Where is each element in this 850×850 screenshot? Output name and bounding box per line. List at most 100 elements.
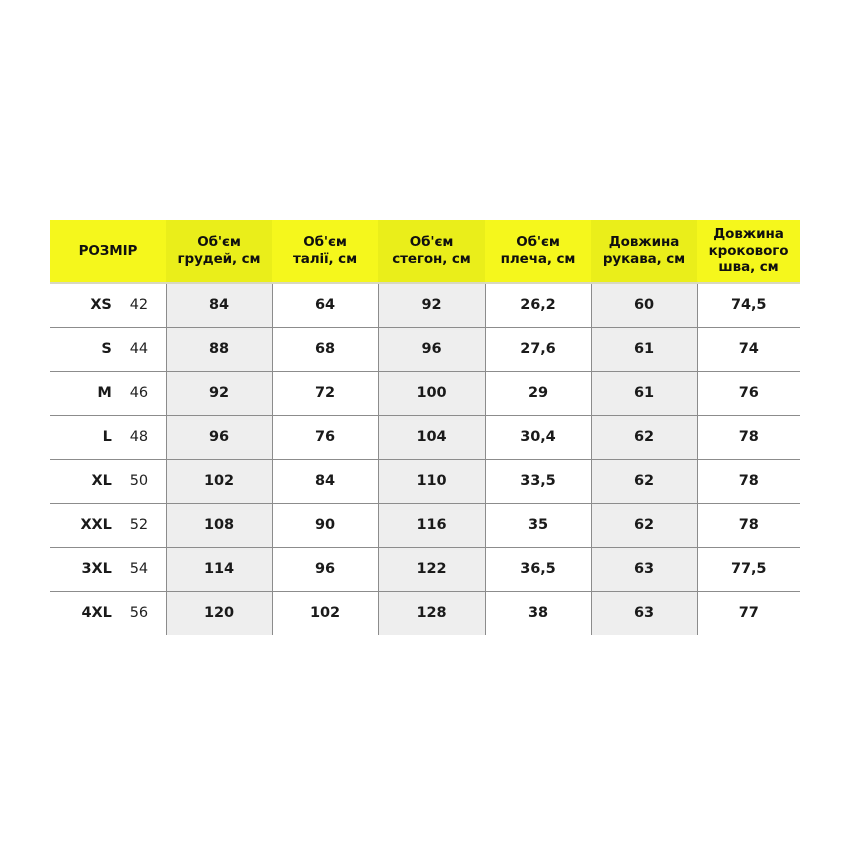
header-waist-column-line-1: Об'єм	[303, 234, 347, 251]
cell-waist: 76	[272, 414, 379, 459]
cell-chest: 84	[166, 283, 273, 327]
header-waist-column: Об'єм талії, см	[272, 220, 378, 283]
cell-hips: 122	[378, 546, 486, 591]
header-inseam-column: Довжина крокового шва, см	[697, 220, 800, 283]
cell-shoulder: 35	[485, 502, 592, 547]
header-shoulder-column-line-1: Об'єм	[516, 234, 560, 251]
header-sleeve-column-line-2: рукава, см	[602, 251, 686, 267]
cell-shoulder: 27,6	[485, 326, 592, 371]
header-sleeve-column-line-1: Довжина	[608, 234, 680, 251]
header-sleeve-column: Довжина рукава, см	[591, 220, 697, 283]
cell-chest: 114	[166, 546, 273, 591]
cell-shoulder: 38	[485, 590, 592, 635]
size-cell-inner: M 46	[50, 372, 166, 415]
cell-size: XS 42	[50, 283, 167, 327]
cell-inseam: 77,5	[697, 546, 800, 591]
cell-sleeve: 61	[591, 370, 698, 415]
cell-chest: 102	[166, 458, 273, 503]
table-row: M 46 92 72 100 29 61 76	[50, 370, 800, 415]
table-row: 4XL 56 120 102 128 38 63 77	[50, 590, 800, 636]
cell-hips: 110	[378, 458, 486, 503]
cell-hips: 128	[378, 590, 486, 635]
cell-shoulder: 30,4	[485, 414, 592, 459]
table-row: XL 50 102 84 110 33,5 62 78	[50, 458, 800, 503]
size-cell-inner: 4XL 56	[50, 592, 166, 636]
cell-chest: 108	[166, 502, 273, 547]
cell-shoulder: 33,5	[485, 458, 592, 503]
size-cell-inner: L 48	[50, 416, 166, 459]
cell-size: 3XL 54	[50, 546, 167, 591]
header-hips-column-line-1: Об'єм	[409, 234, 454, 251]
size-letter: M	[97, 385, 112, 401]
cell-size: 4XL 56	[50, 590, 167, 636]
size-cell-inner: XS 42	[50, 284, 166, 327]
header-inseam-column-line-1: Довжина	[713, 225, 784, 242]
cell-chest: 88	[166, 326, 273, 371]
size-cell-inner: XXL 52	[50, 504, 166, 547]
cell-inseam: 74	[697, 326, 800, 371]
header-chest-column-line-2: грудей, см	[177, 251, 261, 267]
size-cell-inner: 3XL 54	[50, 548, 166, 591]
size-letter: 4XL	[81, 605, 112, 622]
table-row: S 44 88 68 96 27,6 61 74	[50, 326, 800, 371]
header-shoulder-column-line-2: плеча, см	[500, 251, 576, 267]
size-number: 48	[129, 429, 149, 445]
size-number: 56	[129, 605, 149, 622]
cell-inseam: 78	[697, 414, 800, 459]
cell-size: S 44	[50, 326, 167, 371]
table-header-row: РОЗМІР Об'єм грудей, см Об'єм талії, см Об'єм…	[50, 220, 800, 283]
size-number: 52	[129, 517, 149, 533]
cell-inseam: 74,5	[697, 283, 800, 327]
cell-shoulder: 36,5	[485, 546, 592, 591]
cell-waist: 102	[272, 590, 379, 635]
header-size-column-line-1: РОЗМІР	[78, 242, 138, 259]
size-letter: S	[101, 341, 112, 357]
header-waist-column-line-2: талії, см	[292, 251, 358, 267]
header-size-column: РОЗМІР	[50, 220, 166, 283]
cell-size: XL 50	[50, 458, 167, 503]
cell-sleeve: 61	[591, 326, 698, 371]
size-number: 44	[129, 341, 149, 357]
cell-hips: 104	[378, 414, 486, 459]
cell-hips: 116	[378, 502, 486, 547]
cell-chest: 92	[166, 370, 273, 415]
table-row: 3XL 54 114 96 122 36,5 63 77,5	[50, 546, 800, 591]
header-shoulder-column: Об'єм плеча, см	[485, 220, 591, 283]
cell-chest: 96	[166, 414, 273, 459]
size-number: 50	[129, 473, 149, 489]
size-letter: XL	[91, 473, 112, 489]
header-chest-column-line-1: Об'єм	[197, 234, 241, 251]
cell-shoulder: 29	[485, 370, 592, 415]
cell-inseam: 78	[697, 458, 800, 503]
cell-waist: 84	[272, 458, 379, 503]
size-letter: 3XL	[81, 561, 112, 577]
size-letter: XXL	[80, 517, 112, 533]
cell-waist: 64	[272, 283, 379, 327]
cell-chest: 120	[166, 590, 273, 635]
size-letter: XS	[90, 297, 112, 314]
cell-waist: 72	[272, 370, 379, 415]
size-chart-table: РОЗМІР Об'єм грудей, см Об'єм талії, см Об'єм…	[50, 220, 800, 635]
cell-sleeve: 63	[591, 590, 698, 635]
cell-waist: 90	[272, 502, 379, 547]
table-row: XS 42 84 64 92 26,2 60 74,5	[50, 283, 800, 327]
size-chart-container: РОЗМІР Об'єм грудей, см Об'єм талії, см Об'єм…	[50, 220, 800, 635]
header-inseam-column-line-3: шва, см	[718, 259, 779, 276]
cell-inseam: 78	[697, 502, 800, 547]
cell-hips: 96	[378, 326, 486, 371]
cell-size: L 48	[50, 414, 167, 459]
cell-inseam: 77	[697, 590, 800, 635]
header-hips-column-line-2: стегон, см	[392, 251, 471, 267]
cell-shoulder: 26,2	[485, 283, 592, 327]
cell-sleeve: 63	[591, 546, 698, 591]
cell-size: XXL 52	[50, 502, 167, 547]
cell-waist: 96	[272, 546, 379, 591]
table-header: РОЗМІР Об'єм грудей, см Об'єм талії, см Об'єм…	[50, 220, 800, 283]
cell-sleeve: 60	[591, 283, 698, 327]
size-number: 42	[129, 297, 149, 314]
cell-waist: 68	[272, 326, 379, 371]
header-hips-column: Об'єм стегон, см	[378, 220, 485, 283]
cell-hips: 100	[378, 370, 486, 415]
table-body: XS 42 84 64 92 26,2 60 74,5 S 44 88 68 96 27,6 61 74 M 46…	[50, 283, 800, 635]
cell-sleeve: 62	[591, 502, 698, 547]
